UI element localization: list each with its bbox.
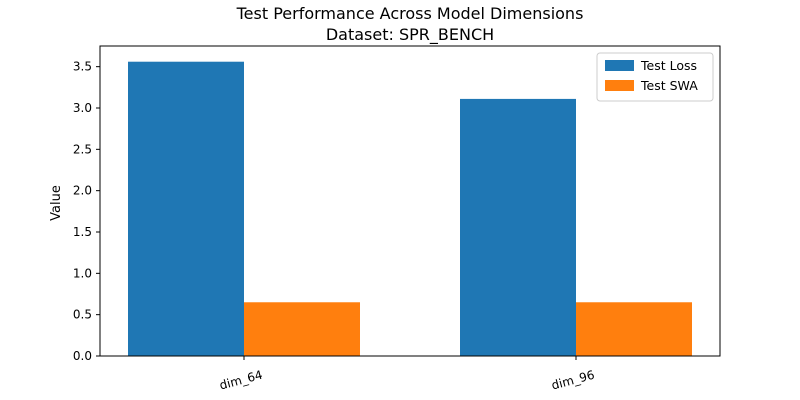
legend-swatch-test-loss bbox=[605, 60, 634, 71]
bars-layer bbox=[128, 61, 692, 356]
x-tick-label: dim_64 bbox=[218, 368, 264, 393]
y-tick-label: 1.5 bbox=[73, 225, 92, 239]
y-tick-label: 0.0 bbox=[73, 349, 92, 363]
bar-test-loss-dim-64 bbox=[128, 61, 244, 356]
chart-subtitle: Dataset: SPR_BENCH bbox=[326, 25, 494, 45]
y-axis-ticks: 0.0 0.5 1.0 1.5 2.0 2.5 3.0 3.5 bbox=[73, 60, 100, 363]
bar-test-swa-dim-96 bbox=[576, 302, 692, 356]
y-tick-label: 0.5 bbox=[73, 308, 92, 322]
y-tick-label: 2.0 bbox=[73, 184, 92, 198]
legend-label-test-swa: Test SWA bbox=[640, 78, 698, 93]
y-tick-label: 3.0 bbox=[73, 101, 92, 115]
legend-label-test-loss: Test Loss bbox=[640, 58, 697, 73]
chart-title: Test Performance Across Model Dimensions bbox=[236, 4, 584, 23]
bar-test-swa-dim-64 bbox=[244, 302, 360, 356]
y-tick-label: 2.5 bbox=[73, 142, 92, 156]
y-tick-label: 1.0 bbox=[73, 266, 92, 280]
x-tick-label: dim_96 bbox=[550, 368, 596, 393]
plot-frame bbox=[99, 45, 721, 357]
x-axis-ticks: dim_64 dim_96 bbox=[218, 356, 596, 393]
bar-test-loss-dim-96 bbox=[460, 98, 576, 356]
legend-swatch-test-swa bbox=[605, 80, 634, 91]
y-tick-label: 3.5 bbox=[73, 60, 92, 74]
legend: Test Loss Test SWA bbox=[596, 52, 714, 102]
y-axis-label: Value bbox=[49, 185, 64, 221]
